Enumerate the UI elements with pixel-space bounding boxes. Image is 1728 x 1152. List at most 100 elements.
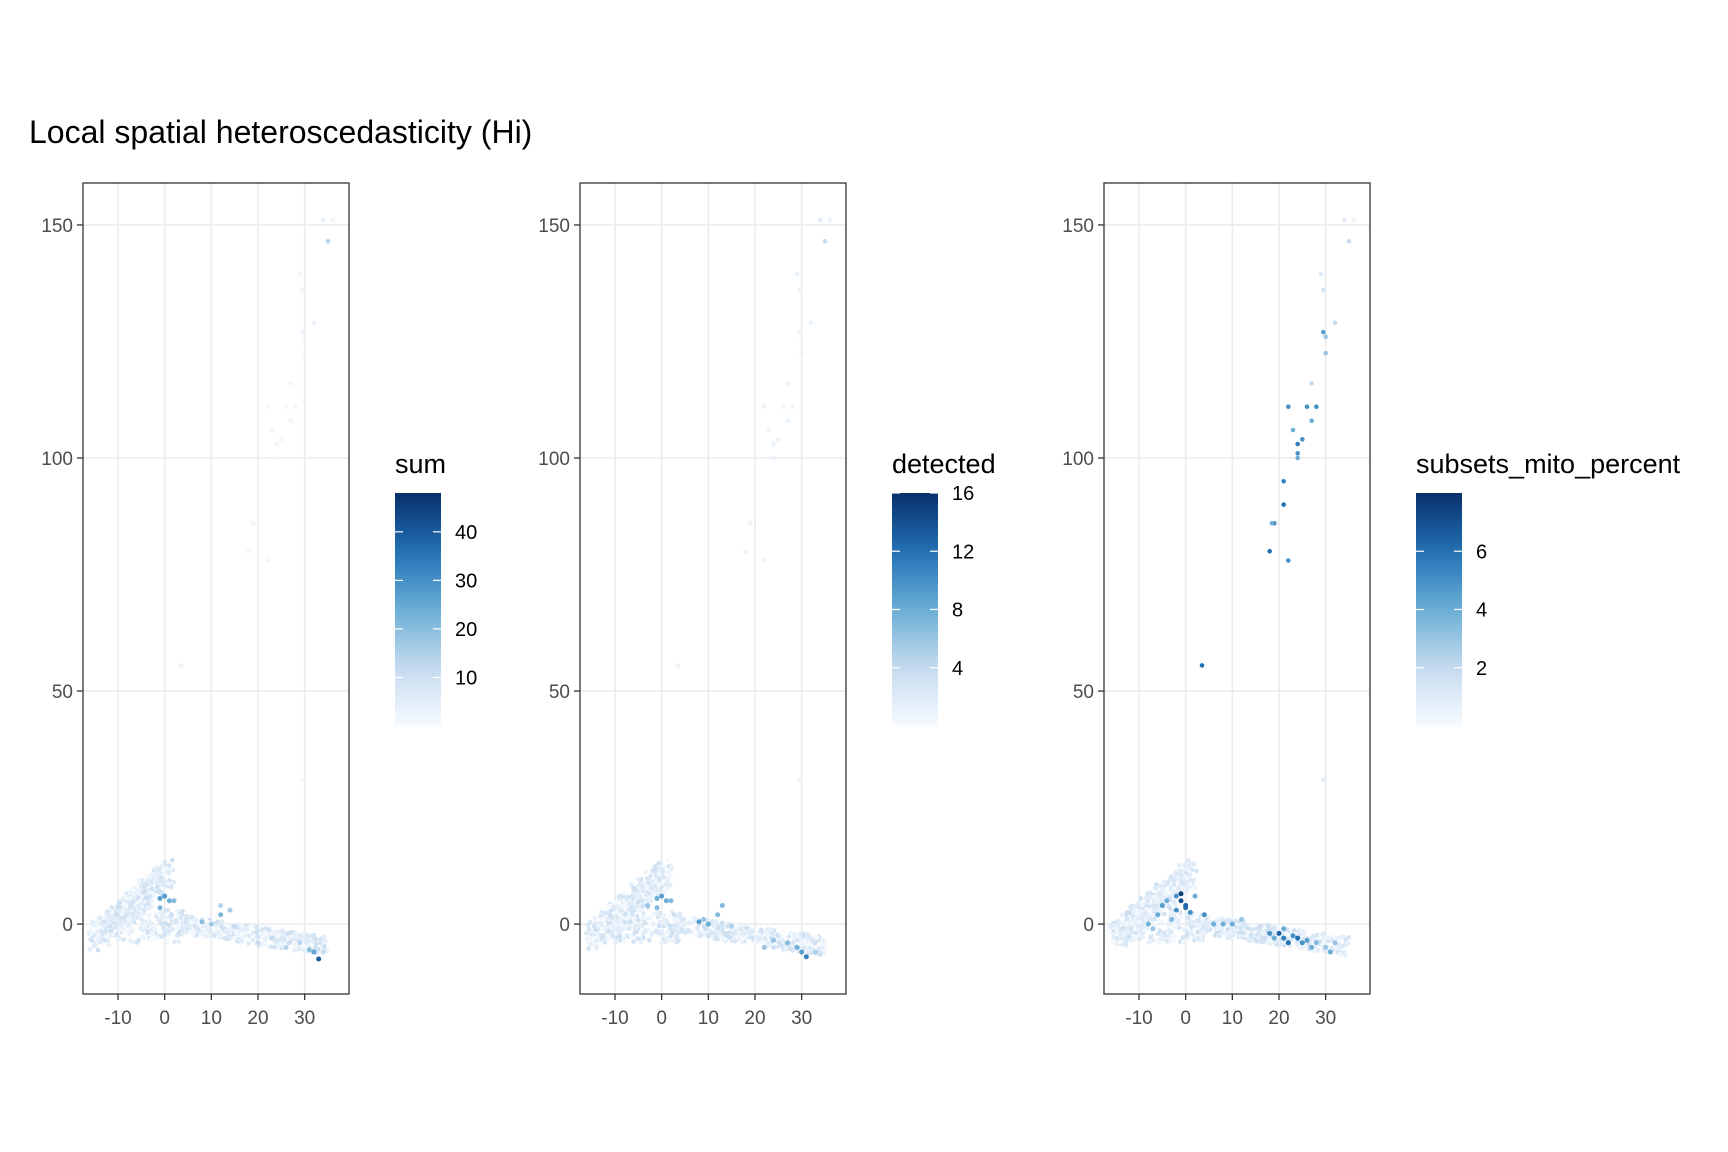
background-point bbox=[116, 937, 121, 943]
background-point bbox=[798, 931, 803, 937]
background-point bbox=[624, 924, 629, 930]
background-point bbox=[1144, 900, 1150, 906]
background-point bbox=[780, 933, 786, 939]
background-point bbox=[602, 921, 608, 927]
background-point bbox=[659, 929, 665, 935]
background-point bbox=[121, 909, 126, 915]
background-point bbox=[657, 881, 662, 887]
background-point bbox=[113, 925, 118, 930]
panel-3: -10 0 10 20 30 0 50 100 150 subsets_mito_percent 2… bbox=[1062, 182, 1681, 1029]
background-point bbox=[1165, 933, 1170, 939]
background-point bbox=[602, 935, 607, 941]
background-point bbox=[786, 934, 792, 940]
background-point bbox=[719, 920, 725, 926]
background-point bbox=[1183, 911, 1189, 916]
data-point bbox=[288, 418, 293, 424]
background-point bbox=[1184, 933, 1190, 938]
background-point bbox=[725, 931, 730, 936]
background-point bbox=[136, 937, 141, 943]
background-point bbox=[167, 881, 172, 887]
background-point bbox=[1297, 928, 1303, 933]
background-point bbox=[766, 942, 771, 948]
background-point bbox=[169, 857, 175, 863]
data-point bbox=[705, 921, 711, 927]
background-point bbox=[1267, 938, 1273, 943]
background-point bbox=[182, 924, 187, 929]
background-point bbox=[155, 879, 161, 885]
background-point bbox=[150, 930, 155, 936]
data-point bbox=[320, 949, 326, 955]
background-point bbox=[1180, 887, 1186, 892]
y-tick-label: 0 bbox=[62, 915, 73, 936]
background-point bbox=[1137, 919, 1142, 925]
background-point bbox=[1118, 931, 1124, 937]
background-point bbox=[592, 926, 598, 932]
data-point bbox=[663, 898, 669, 904]
background-point bbox=[1248, 932, 1254, 938]
background-point bbox=[1159, 887, 1164, 893]
background-point bbox=[652, 868, 658, 874]
background-point bbox=[226, 931, 231, 937]
background-point bbox=[150, 875, 155, 881]
background-point bbox=[1138, 895, 1143, 901]
background-point bbox=[1165, 879, 1171, 885]
data-point bbox=[799, 334, 804, 340]
data-point bbox=[1145, 921, 1151, 927]
background-point bbox=[176, 913, 182, 919]
background-point bbox=[303, 944, 308, 950]
background-point bbox=[159, 914, 165, 920]
data-point bbox=[178, 663, 184, 668]
data-point bbox=[1173, 893, 1179, 899]
background-point bbox=[804, 943, 810, 948]
background-point bbox=[1225, 927, 1231, 932]
data-point bbox=[279, 437, 284, 442]
background-point bbox=[1157, 928, 1163, 934]
x-tick-label: -10 bbox=[1125, 1008, 1152, 1029]
background-point bbox=[169, 912, 175, 917]
background-point bbox=[223, 928, 229, 933]
x-tick-label: 0 bbox=[1180, 1008, 1191, 1029]
background-point bbox=[639, 907, 644, 913]
background-point bbox=[1178, 914, 1184, 920]
background-point bbox=[106, 942, 111, 948]
background-point bbox=[1108, 939, 1114, 945]
background-point bbox=[1196, 918, 1202, 924]
background-point bbox=[1187, 874, 1193, 880]
background-point bbox=[1240, 930, 1246, 936]
background-point bbox=[686, 928, 691, 933]
background-point bbox=[1302, 944, 1307, 949]
background-point bbox=[1111, 923, 1116, 928]
background-point bbox=[1159, 933, 1165, 938]
data-point bbox=[776, 437, 781, 442]
background-point bbox=[171, 930, 177, 936]
background-point bbox=[636, 917, 641, 923]
data-point bbox=[1321, 777, 1326, 782]
background-point bbox=[162, 929, 168, 935]
background-point bbox=[1149, 933, 1155, 938]
y-tick-label: 150 bbox=[538, 216, 570, 237]
data-point bbox=[162, 893, 168, 899]
data-point bbox=[199, 919, 205, 925]
background-point bbox=[322, 937, 328, 943]
background-point bbox=[149, 890, 155, 896]
data-point bbox=[218, 912, 224, 918]
x-tick-label: 20 bbox=[1268, 1008, 1289, 1029]
background-point bbox=[1182, 874, 1188, 879]
background-point bbox=[1134, 903, 1139, 909]
data-point bbox=[157, 905, 163, 911]
background-point bbox=[1223, 932, 1229, 938]
background-point bbox=[612, 899, 617, 905]
background-point bbox=[611, 923, 616, 929]
background-point bbox=[1306, 942, 1312, 947]
background-point bbox=[661, 874, 666, 880]
data-point bbox=[808, 320, 814, 326]
data-point bbox=[1281, 502, 1286, 507]
y-tick-label: 50 bbox=[549, 682, 570, 703]
x-tick-label: 20 bbox=[744, 1008, 765, 1029]
data-point bbox=[265, 404, 270, 410]
data-point bbox=[743, 548, 748, 554]
background-point bbox=[712, 919, 718, 925]
background-point bbox=[246, 924, 252, 929]
background-point bbox=[671, 916, 676, 922]
